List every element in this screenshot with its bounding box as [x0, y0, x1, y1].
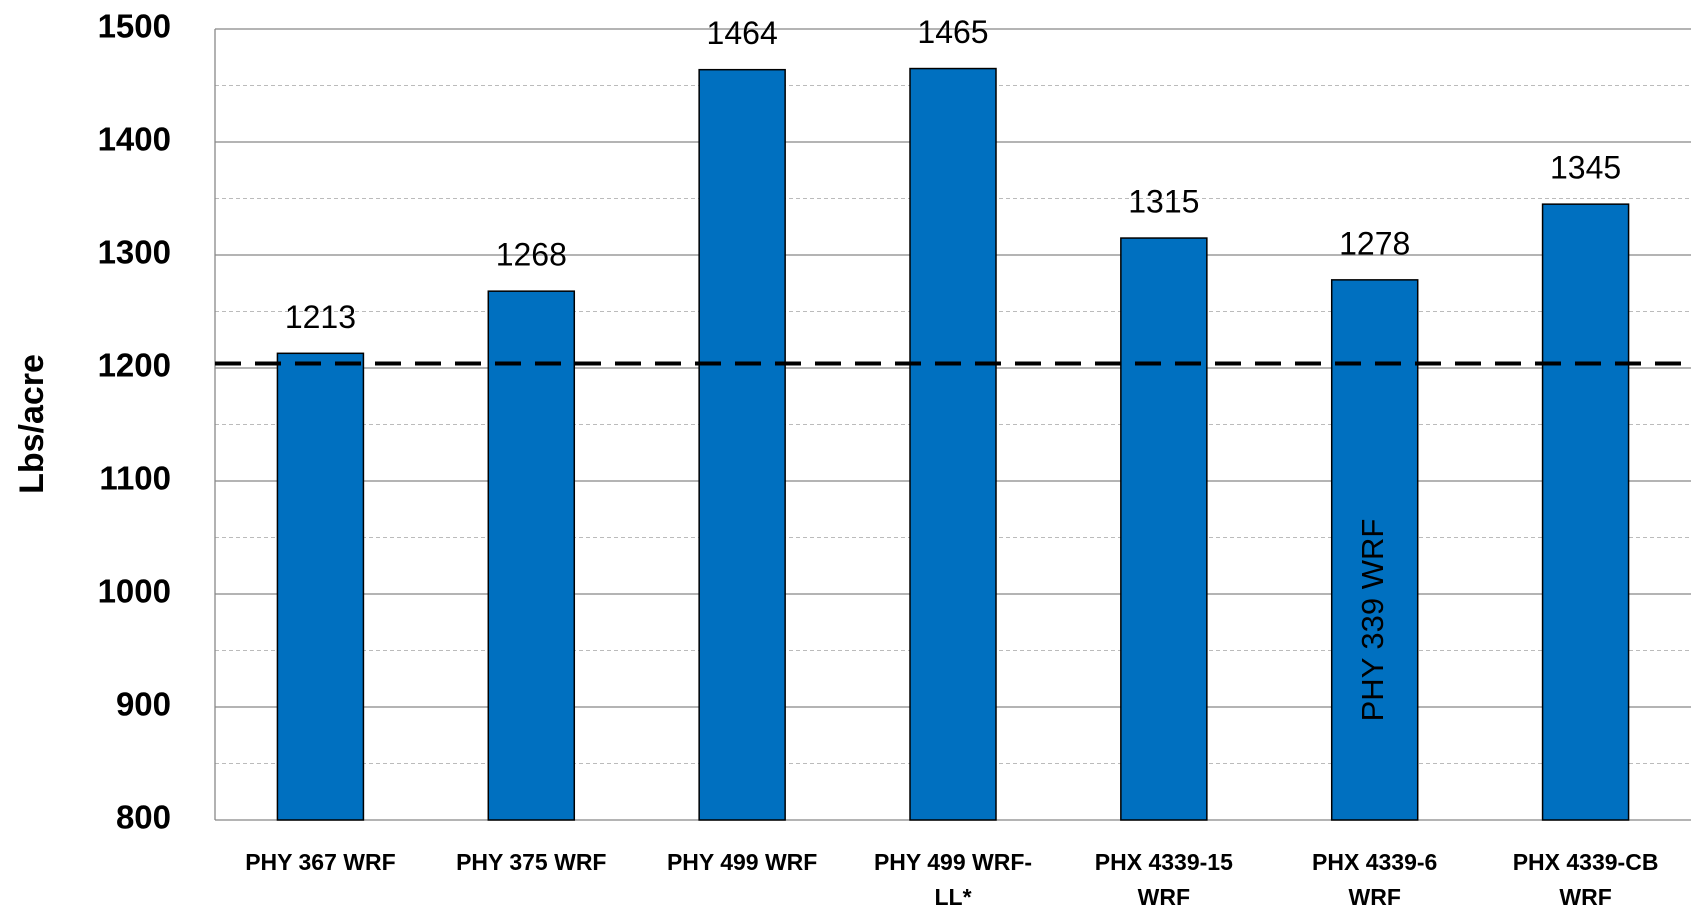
bar	[698, 68, 786, 821]
x-tick-label-line: PHY 499 WRF	[667, 849, 817, 875]
value-label: 1278	[1339, 225, 1410, 261]
reference-label: PHY 339 WRF	[1355, 519, 1390, 722]
bar	[1541, 203, 1630, 821]
x-tick-label-line: PHY 375 WRF	[456, 849, 606, 875]
x-tick-label-line: LL*	[934, 884, 971, 910]
x-tick-label: PHY 499 WRF	[667, 849, 817, 875]
x-tick-label-line: WRF	[1138, 884, 1190, 910]
bar	[1330, 279, 1419, 821]
x-tick-label: PHY 499 WRF- LL*	[874, 849, 1032, 910]
bar	[909, 67, 997, 821]
bar	[276, 352, 365, 821]
bar	[1120, 237, 1208, 821]
x-tick-label-line: PHY 367 WRF	[245, 849, 395, 875]
value-label: 1268	[496, 237, 567, 273]
bar	[487, 290, 576, 821]
value-label: 1465	[917, 14, 988, 50]
x-tick-label: PHX 4339-15 WRF	[1095, 849, 1233, 910]
value-label: 1464	[707, 15, 778, 51]
x-tick-label-line: WRF	[1349, 884, 1401, 910]
y-tick-label: 1200	[98, 347, 171, 384]
x-tick-label: PHY 375 WRF	[456, 849, 606, 875]
x-tick-label-line: PHY 499 WRF-	[874, 849, 1032, 875]
y-tick-label: 800	[116, 799, 171, 836]
y-tick-label: 900	[116, 686, 171, 723]
y-tick-label: 1400	[98, 121, 171, 158]
x-tick-label-line: WRF	[1559, 884, 1611, 910]
y-axis-label: Lbs/acre	[13, 354, 51, 494]
y-tick-label: 1500	[98, 8, 171, 45]
value-label: 1315	[1128, 184, 1199, 220]
x-tick-label-line: PHX 4339-15	[1095, 849, 1233, 875]
value-label: 1345	[1550, 150, 1621, 186]
y-tick-label: 1000	[98, 573, 171, 610]
x-tick-label-line: PHX 4339-CB	[1513, 849, 1659, 875]
x-tick-label-line: PHX 4339-6	[1312, 849, 1437, 875]
x-tick-label: PHX 4339-6 WRF	[1312, 849, 1437, 910]
x-tick-label: PHX 4339-CB WRF	[1513, 849, 1659, 910]
y-tick-label: 1100	[99, 460, 171, 497]
x-tick-label: PHY 367 WRF	[245, 849, 395, 875]
value-label: 1213	[285, 299, 356, 335]
y-tick-label: 1300	[98, 234, 171, 271]
